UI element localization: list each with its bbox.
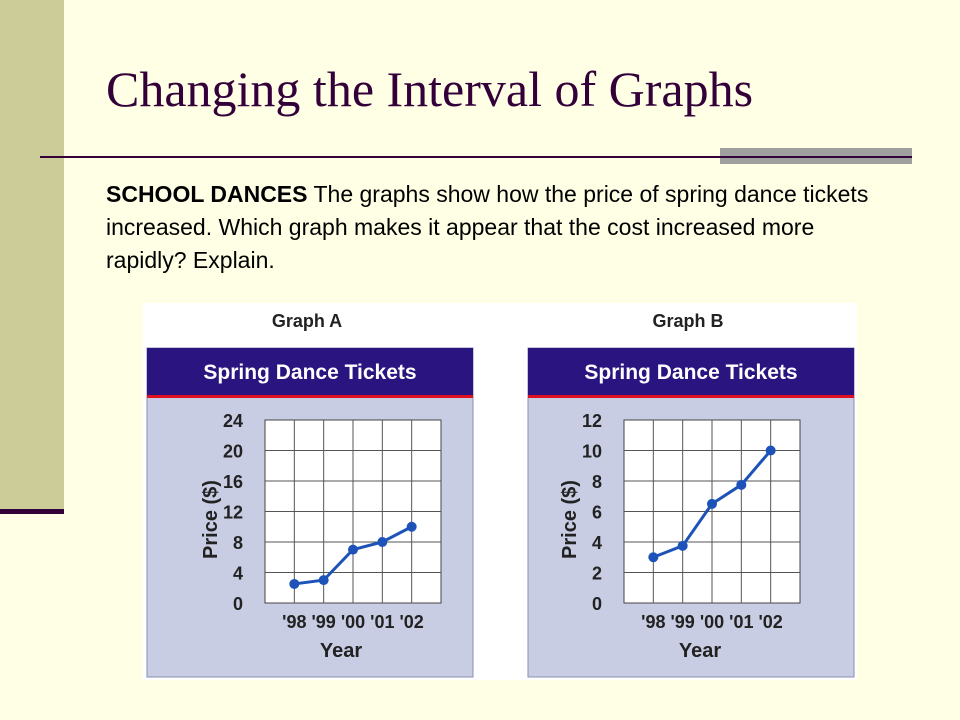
x-tick-label: '00 [700, 612, 724, 632]
y-tick-label: 12 [223, 503, 243, 523]
y-tick-label: 6 [592, 503, 602, 523]
y-tick-label: 10 [582, 442, 602, 462]
x-tick-label: '01 [370, 612, 394, 632]
y-axis-label: Price ($) [559, 480, 581, 559]
slide-body: SCHOOL DANCES The graphs show how the pr… [106, 178, 886, 277]
data-point [736, 479, 747, 490]
chart-header-bar [147, 348, 473, 395]
body-text: The graphs show how the price of spring … [106, 181, 869, 273]
data-point [648, 552, 659, 563]
graph-label: Graph A [272, 311, 342, 331]
y-tick-label: 8 [592, 472, 602, 492]
data-point [677, 540, 688, 551]
x-tick-label: '99 [312, 612, 336, 632]
y-tick-label: 4 [592, 533, 602, 553]
chart-header-rule [147, 395, 473, 398]
chart-title: Spring Dance Tickets [203, 361, 416, 384]
y-tick-label: 8 [233, 533, 243, 553]
y-tick-label: 0 [592, 594, 602, 614]
data-point [707, 498, 717, 509]
y-tick-label: 24 [223, 411, 243, 431]
graphs-figure: Graph A Spring Dance Tickets 0 4 8 12 16 20 24'9… [143, 303, 857, 680]
data-point [377, 537, 388, 547]
data-point [318, 575, 329, 586]
x-tick-label: '02 [400, 612, 424, 632]
chart-header-rule [528, 395, 854, 398]
data-point [348, 544, 358, 555]
x-axis-label: Year [320, 640, 362, 662]
y-tick-label: 0 [233, 594, 243, 614]
chart-header-bar [528, 348, 854, 395]
x-tick-label: '00 [341, 612, 365, 632]
y-tick-label: 20 [223, 442, 243, 462]
y-tick-label: 16 [223, 472, 243, 492]
body-lead: SCHOOL DANCES [106, 181, 308, 207]
sidebar-underline [0, 509, 64, 514]
x-axis-label: Year [679, 640, 721, 662]
x-tick-label: '02 [759, 612, 783, 632]
chart-title: Spring Dance Tickets [584, 361, 797, 384]
x-tick-label: '98 [282, 612, 306, 632]
x-tick-label: '98 [641, 612, 665, 632]
graph-a: Graph A Spring Dance Tickets 0 4 8 12 16 20 24 '9… [146, 311, 474, 678]
data-point [765, 445, 776, 456]
x-tick-label: '01 [729, 612, 753, 632]
slide-title: Changing the Interval of Graphs [106, 61, 754, 117]
data-point [289, 578, 300, 589]
data-point [406, 521, 417, 532]
y-tick-label: 2 [592, 564, 602, 584]
title-rule-accent-bottom [720, 158, 912, 164]
graph-b: Graph B Spring Dance Tickets 0 2 4 6 8 10 12 '98 '… [527, 311, 855, 678]
graph-label: Graph B [652, 311, 723, 331]
title-rule [40, 156, 912, 158]
title-rule-accent-top [720, 148, 912, 156]
sidebar-accent [0, 0, 64, 512]
y-axis-label: Price ($) [200, 480, 222, 559]
x-tick-label: '99 [671, 612, 695, 632]
y-tick-label: 4 [233, 564, 243, 584]
y-tick-label: 12 [582, 411, 602, 431]
